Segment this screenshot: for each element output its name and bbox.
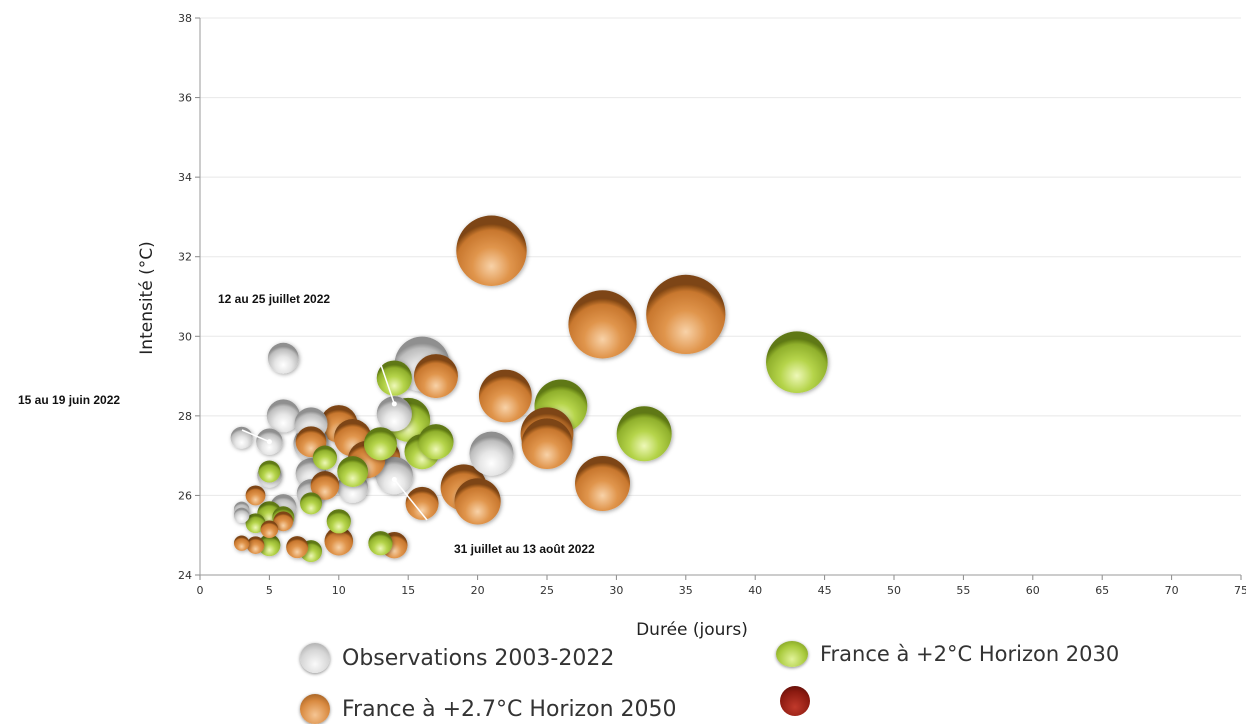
bubble-2030 — [363, 427, 397, 461]
x-tick-label: 15 — [401, 584, 415, 597]
annotation-dot — [391, 401, 397, 407]
bubble-2050 — [245, 485, 266, 506]
bubble-2030 — [337, 456, 369, 487]
x-tick-label: 65 — [1095, 584, 1109, 597]
x-tick-label: 20 — [471, 584, 485, 597]
bubble-2050 — [246, 536, 265, 554]
bubble-2030 — [616, 406, 672, 462]
x-tick-label: 55 — [956, 584, 970, 597]
legend-label-observations: Observations 2003-2022 — [342, 645, 615, 671]
bubble-chart: 24 26 28 30 32 34 36 38 0 5 10 15 20 25 30 35 40 45 50 55 60… — [18, 12, 1246, 640]
bubble-observations — [267, 342, 299, 374]
x-tick-label: 10 — [332, 584, 346, 597]
annotation-leader — [393, 479, 428, 521]
annotation-leader — [241, 429, 270, 443]
x-tick-label: 60 — [1026, 584, 1040, 597]
bubble-2030 — [312, 445, 338, 470]
annotations: 12 au 25 juillet 2022 15 au 19 juin 2022 3… — [18, 292, 595, 556]
annotation-dot — [391, 477, 397, 483]
bubble-2030 — [376, 360, 412, 396]
y-tick-label: 38 — [178, 12, 192, 25]
bubble-2050 — [286, 536, 309, 559]
x-tick-label: 50 — [887, 584, 901, 597]
legend-swatch-2050 — [300, 694, 330, 724]
legend-item-2050: France à +2.7°C Horizon 2050 — [300, 694, 677, 724]
y-tick-label: 36 — [178, 92, 192, 105]
bubble-observations — [376, 396, 412, 432]
bubble-2030 — [418, 424, 454, 460]
legend-item-2030: France à +2°C Horizon 2030 — [776, 641, 1119, 667]
x-tick-label: 75 — [1234, 584, 1246, 597]
y-axis-label: Intensité (°C) — [137, 241, 157, 354]
bubble-2050 — [646, 274, 726, 355]
bubbles — [230, 215, 828, 563]
legend-swatch-2030 — [776, 641, 808, 667]
bubble-2030 — [326, 509, 351, 534]
legend-label-2030: France à +2°C Horizon 2030 — [820, 642, 1120, 666]
bubble-2050 — [310, 471, 340, 500]
legend-label-2050: France à +2.7°C Horizon 2050 — [342, 696, 677, 722]
grid-lines — [200, 17, 1241, 496]
bubble-2050 — [456, 215, 527, 286]
bubble-2030 — [766, 331, 828, 393]
y-tick-label: 26 — [178, 489, 192, 502]
bubble-observations — [233, 507, 250, 524]
bubble-2030 — [258, 534, 281, 557]
x-tick-label: 0 — [197, 584, 204, 597]
bubble-2050 — [575, 455, 631, 511]
x-tick-label: 25 — [540, 584, 554, 597]
legend-item-observations: Observations 2003-2022 — [300, 643, 614, 673]
annotation-dot — [266, 439, 272, 445]
bubble-observations — [469, 431, 514, 476]
x-tick-label: 40 — [748, 584, 762, 597]
x-axis-label: Durée (jours) — [636, 620, 748, 640]
bubble-2030 — [258, 460, 281, 483]
y-tick-label: 24 — [178, 569, 192, 582]
bubble-2050 — [260, 520, 279, 539]
x-tick-label: 30 — [609, 584, 623, 597]
bubble-2050 — [568, 290, 637, 359]
legend-swatch-partial — [780, 686, 810, 716]
bubble-2030 — [368, 531, 393, 556]
x-tick-label: 5 — [266, 584, 273, 597]
bubble-2050 — [405, 486, 439, 520]
bubble-2050 — [233, 535, 250, 551]
y-tick-label: 32 — [178, 251, 192, 264]
bubble-2030 — [245, 513, 266, 534]
annotation-leader — [380, 364, 396, 405]
bubble-observations — [230, 426, 253, 449]
x-tick-label: 45 — [818, 584, 832, 597]
legend-swatch-observations — [300, 643, 330, 673]
bubble-2050 — [521, 418, 573, 470]
bubble-2050 — [413, 354, 458, 399]
bubble-observations — [266, 399, 300, 433]
bubble-2050 — [273, 511, 294, 532]
bubble-2030 — [300, 492, 323, 515]
y-tick-label: 28 — [178, 410, 192, 423]
bubble-2050 — [454, 478, 501, 525]
bubble-2050 — [478, 369, 532, 423]
bubble-observations — [375, 456, 414, 495]
x-tick-label: 70 — [1165, 584, 1179, 597]
annotation-label: 12 au 25 juillet 2022 — [218, 292, 330, 306]
y-tick-label: 30 — [178, 330, 192, 343]
y-tick-label: 34 — [178, 171, 192, 184]
x-tick-label: 35 — [679, 584, 693, 597]
annotation-label: 15 au 19 juin 2022 — [18, 393, 120, 407]
axes: 24 26 28 30 32 34 36 38 0 5 10 15 20 25 30 35 40 45 50 55 60… — [178, 12, 1246, 597]
annotation-label: 31 juillet au 13 août 2022 — [454, 542, 595, 556]
bubble-2050 — [324, 526, 354, 556]
